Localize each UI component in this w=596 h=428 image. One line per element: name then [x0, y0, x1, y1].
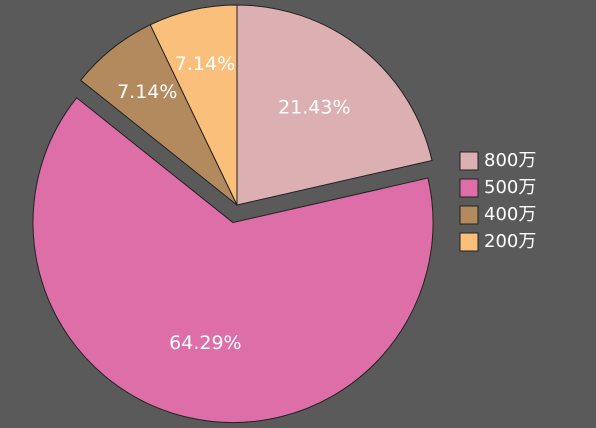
- legend-swatch: [459, 178, 479, 198]
- value-label: 64.29%: [169, 332, 241, 354]
- legend-swatch: [459, 151, 479, 171]
- legend-label: 200万: [484, 231, 536, 252]
- value-label: 21.43%: [278, 97, 350, 119]
- legend-swatch: [459, 232, 479, 252]
- pie-slice: [32, 97, 434, 424]
- pie-slice: [236, 4, 433, 206]
- pie-slice: [149, 4, 238, 206]
- legend-swatch: [459, 205, 479, 225]
- legend-label: 500万: [484, 177, 536, 198]
- value-label: 7.14%: [175, 53, 235, 75]
- legend-label: 800万: [484, 150, 536, 171]
- legend-label: 400万: [484, 204, 536, 225]
- value-label: 7.14%: [117, 81, 177, 103]
